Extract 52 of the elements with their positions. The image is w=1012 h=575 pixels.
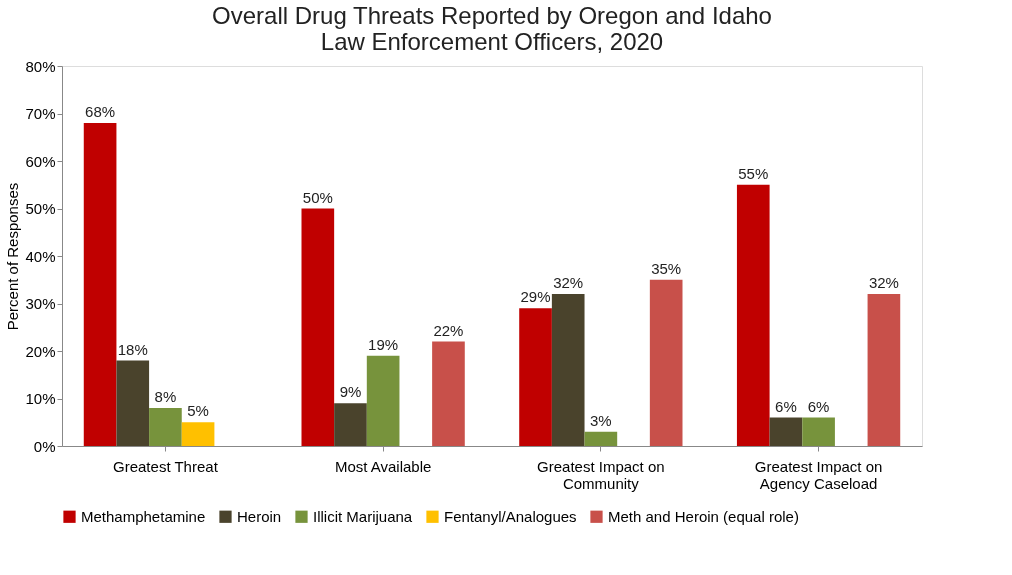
data-label: 3% (590, 411, 612, 429)
legend-label: Heroin (237, 507, 282, 525)
bar (769, 417, 803, 446)
data-label: 22% (433, 321, 464, 339)
x-tick-label: Most Available (334, 457, 432, 475)
y-tick-label: 10% (25, 390, 56, 407)
data-label: 32% (553, 274, 584, 291)
x-tick-label: Greatest Threat (113, 457, 219, 475)
y-tick-label: 30% (25, 295, 56, 312)
bar (181, 422, 215, 446)
data-label: 32% (868, 274, 899, 291)
y-tick-label: 60% (25, 152, 56, 170)
data-label: 50% (302, 188, 333, 206)
legend-label: Methamphetamine (81, 507, 206, 525)
data-label: 5% (187, 402, 209, 420)
legend-label: Meth and Heroin (equal role) (608, 507, 799, 525)
data-label: 9% (339, 383, 362, 401)
bar (334, 403, 367, 446)
bar (584, 431, 618, 446)
bar (83, 123, 117, 446)
legend-label: Fentanyl/Analogues (444, 507, 577, 525)
y-tick-label: 80% (25, 57, 56, 75)
y-axis-title: Percent of Responses (4, 182, 22, 331)
bar (649, 279, 683, 446)
bar (149, 408, 182, 446)
y-tick-label: 0% (33, 437, 56, 455)
data-label: 6% (807, 397, 830, 415)
y-tick-label: 70% (25, 105, 56, 122)
bar (551, 294, 585, 446)
data-label: 19% (368, 335, 399, 353)
data-label: 6% (775, 397, 797, 415)
y-tick-label: 40% (25, 247, 56, 265)
data-label: 29% (520, 288, 551, 306)
y-tick-label: 50% (25, 200, 56, 217)
data-label: 18% (117, 340, 148, 358)
bar (301, 208, 335, 446)
bar (736, 184, 770, 446)
x-tick-label: Greatest Impact on Agency Caseload (754, 457, 883, 492)
data-label: 55% (738, 164, 769, 182)
data-label: 8% (154, 388, 177, 405)
bar (432, 341, 465, 446)
bar (802, 417, 835, 446)
bar (519, 308, 552, 446)
data-label: 35% (651, 259, 682, 277)
bar (366, 355, 400, 446)
x-tick-label: Greatest Impact on Community (537, 457, 665, 492)
bar (867, 294, 901, 446)
data-label: 68% (85, 103, 116, 120)
bar (116, 360, 150, 446)
y-tick-label: 20% (25, 342, 56, 360)
legend-label: Illicit Marijuana (313, 507, 413, 525)
chart-title: Overall Drug Threats Reported by Oregon and Idaho Law Enforcement Officers, 2020 (212, 2, 772, 55)
